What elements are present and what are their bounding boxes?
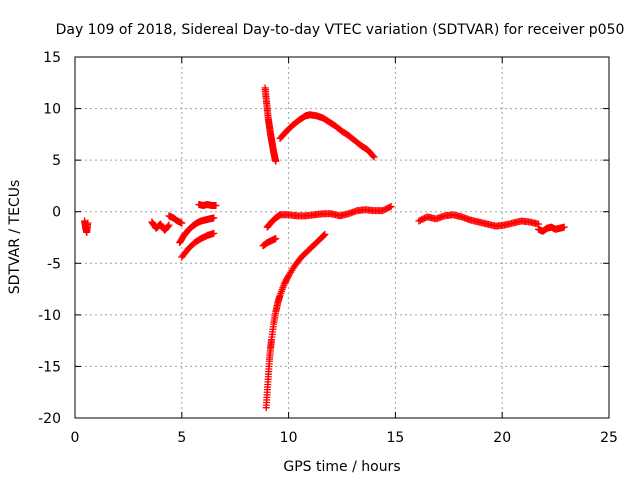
data-point	[560, 223, 568, 231]
data-point	[369, 152, 377, 160]
x-axis-label: GPS time / hours	[283, 459, 400, 475]
y-tick-label: -20	[38, 411, 61, 427]
plot-frame	[74, 56, 610, 419]
data-point	[165, 221, 173, 229]
data-point	[272, 235, 280, 243]
x-tick-label: 0	[71, 430, 80, 446]
data-point	[386, 203, 394, 211]
x-tick-label: 20	[493, 430, 511, 446]
x-tick-label: 10	[280, 430, 298, 446]
data-point	[272, 157, 280, 165]
y-tick-label: -5	[47, 256, 61, 272]
y-tick-label: -15	[38, 359, 61, 375]
y-tick-label: 0	[52, 205, 61, 221]
y-tick-label: 10	[43, 102, 61, 118]
data-point	[387, 203, 395, 211]
data-point	[210, 214, 218, 222]
x-tick-label: 5	[177, 430, 186, 446]
data-point	[84, 219, 92, 227]
y-tick-label: 15	[43, 50, 61, 66]
y-tick-label: -10	[38, 308, 61, 324]
data-point	[212, 202, 220, 210]
data-point	[319, 232, 327, 240]
grid-lines	[75, 57, 609, 418]
y-axis-label: SDTVAR / TECUs	[7, 180, 23, 295]
x-tick-label: 15	[386, 430, 404, 446]
data-point	[370, 153, 378, 161]
x-tick-label: 25	[600, 430, 618, 446]
data-point	[321, 230, 329, 238]
axis-ticks: 0 5 10 15 20 25 -20 -15 -10 -5 0 5 10 15	[38, 50, 618, 446]
chart-title: Day 109 of 2018, Sidereal Day-to-day VTE…	[56, 22, 625, 38]
data-point	[210, 229, 218, 237]
data-point	[164, 222, 172, 230]
data-points	[81, 84, 568, 412]
y-tick-label: 5	[52, 153, 61, 169]
data-point	[320, 231, 328, 239]
data-point	[178, 219, 186, 227]
